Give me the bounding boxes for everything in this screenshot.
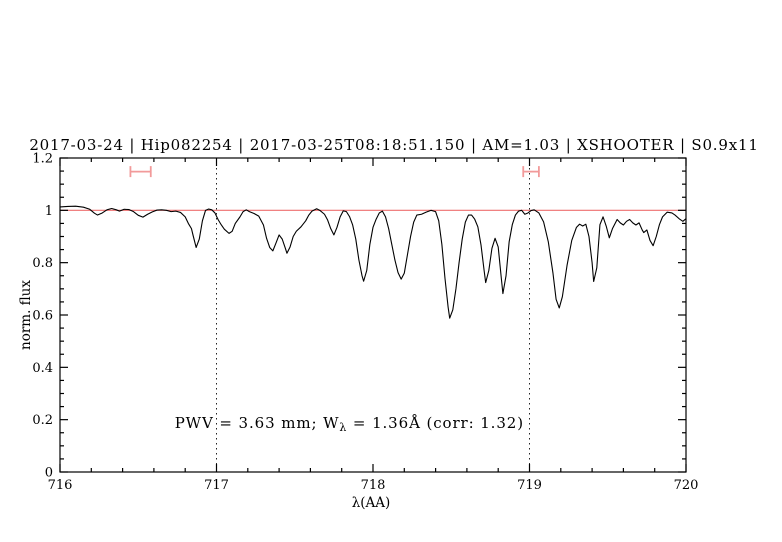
pwv-annotation: PWV = 3.63 mm; Wλ = 1.36Å (corr: 1.32) [135,414,552,434]
y-tick-label: 1 [45,204,53,219]
pwv-annotation-sub: λ [339,421,347,434]
x-tick-label: 717 [204,478,229,493]
y-tick-label: 1.2 [32,152,53,167]
x-tick-label: 718 [361,478,386,493]
y-tick-label: 0.4 [32,361,53,376]
y-tick-label: 0 [45,466,53,481]
x-tick-label: 720 [674,478,699,493]
y-tick-labels: 0 0.2 0.4 0.6 0.8 1 1.2 [32,152,53,481]
x-tick-labels: 716 717 718 719 720 [48,478,699,493]
x-tick-label: 719 [517,478,542,493]
y-tick-label: 0.2 [32,413,53,428]
range-markers-group [129,166,540,178]
y-tick-label: 0.8 [32,256,53,271]
y-tick-label: 0.6 [32,309,53,324]
y-axis-label: norm. flux [18,280,34,350]
pwv-annotation-post: = 1.36Å (corr: 1.32) [347,414,524,432]
x-axis-label: λ(AA) [352,495,391,511]
spectrum-line [59,205,687,319]
x-tick-label: 716 [48,478,73,493]
plot-title: 2017-03-24 | Hip082254 | 2017-03-25T08:1… [29,136,758,154]
pwv-annotation-pre: PWV = 3.63 mm; W [175,414,340,432]
ticks-group [59,157,687,473]
